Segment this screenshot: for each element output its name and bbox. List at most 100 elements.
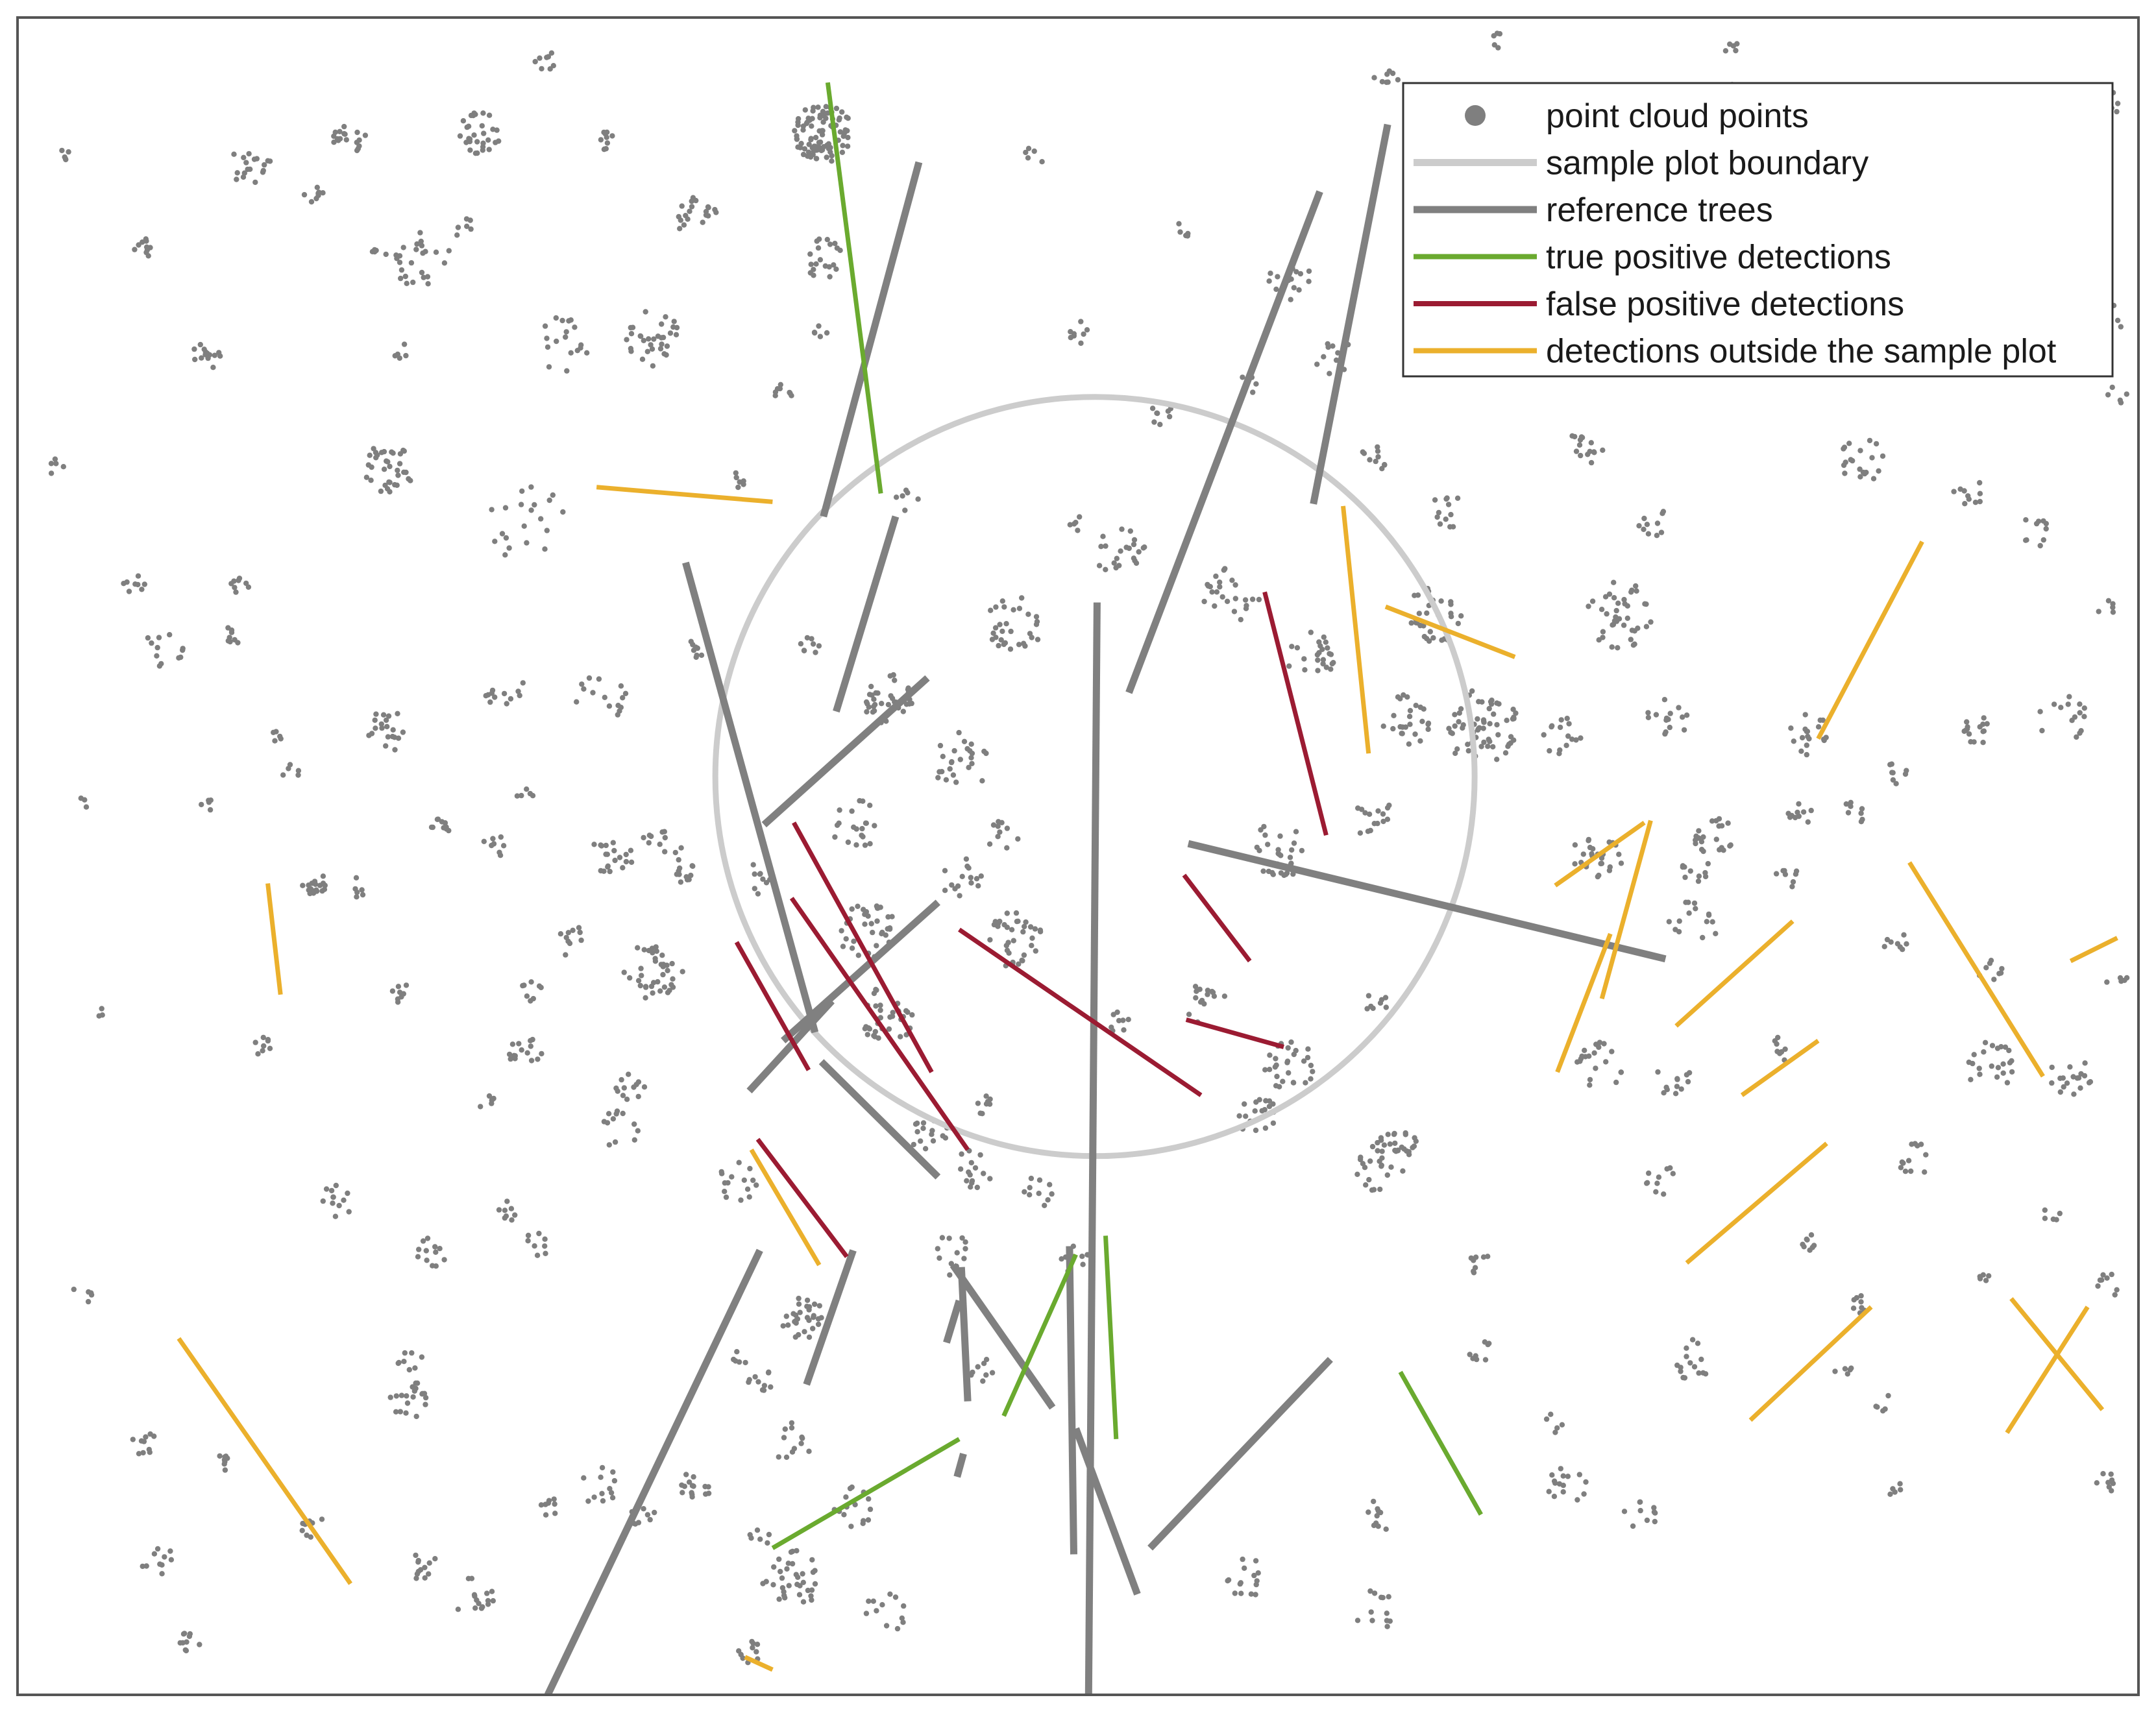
point-cloud-point: [801, 648, 807, 653]
point-cloud-point: [1238, 1580, 1244, 1586]
point-cloud-point: [639, 973, 644, 978]
point-cloud-point: [265, 1037, 271, 1043]
legend-label: true positive detections: [1546, 239, 1891, 276]
point-cloud-point: [1253, 1558, 1259, 1564]
point-cloud-point: [182, 1631, 188, 1636]
point-cloud-point: [1789, 884, 1795, 890]
point-cloud-point: [1240, 1556, 1245, 1562]
point-cloud-point: [959, 1235, 965, 1241]
point-cloud-point: [657, 346, 664, 352]
point-cloud-point: [1615, 645, 1621, 651]
point-cloud-point: [397, 260, 403, 265]
point-cloud-point: [381, 467, 387, 472]
point-cloud-point: [795, 122, 801, 128]
point-cloud-point: [2000, 1070, 2006, 1076]
point-cloud-point: [1606, 591, 1613, 597]
point-cloud-point: [1273, 1062, 1279, 1068]
point-cloud-point: [893, 494, 900, 500]
point-cloud-point: [755, 1379, 761, 1385]
point-cloud-point: [362, 132, 369, 138]
point-cloud-point: [1120, 1017, 1126, 1023]
point-cloud-point: [48, 461, 55, 467]
point-cloud-point: [979, 778, 985, 784]
point-cloud-point: [598, 842, 604, 848]
point-cloud-point: [401, 341, 408, 347]
point-cloud-point: [606, 703, 613, 709]
point-cloud-point: [1859, 816, 1865, 823]
point-cloud-point: [222, 1454, 228, 1460]
point-cloud-point: [545, 344, 551, 350]
point-cloud-point: [502, 505, 509, 511]
point-cloud-point: [1475, 716, 1480, 722]
point-cloud-point: [898, 1034, 903, 1039]
point-cloud-point: [1687, 868, 1693, 874]
point-cloud-point: [135, 581, 141, 588]
point-cloud-point: [1569, 736, 1575, 742]
point-cloud-point: [233, 589, 239, 595]
point-cloud-point: [1121, 1027, 1127, 1033]
point-cloud-point: [786, 1583, 792, 1588]
point-cloud-point: [337, 128, 343, 134]
point-cloud-point: [873, 1003, 879, 1009]
point-cloud-point: [1303, 1080, 1308, 1086]
point-cloud-point: [1371, 1187, 1377, 1193]
point-cloud-point: [968, 741, 974, 747]
point-cloud-point: [637, 982, 643, 989]
point-cloud-point: [975, 1100, 981, 1106]
point-cloud-point: [1384, 816, 1391, 822]
point-cloud-point: [433, 249, 439, 255]
point-cloud-point: [635, 1128, 641, 1134]
point-cloud-point: [669, 960, 675, 967]
point-cloud-point: [393, 252, 399, 258]
point-cloud-point: [2105, 598, 2112, 603]
point-cloud-point: [1621, 622, 1627, 628]
point-cloud-point: [1408, 620, 1414, 626]
point-cloud-point: [1025, 611, 1031, 617]
point-cloud-point: [1266, 868, 1272, 875]
point-cloud-point: [1596, 1044, 1602, 1051]
point-cloud-point: [1323, 664, 1329, 670]
point-cloud-point: [1375, 454, 1381, 460]
point-cloud-point: [1354, 1171, 1360, 1178]
point-cloud-point: [524, 1050, 530, 1056]
reference-tree-line: [953, 1452, 967, 1478]
point-cloud-point: [1375, 1148, 1380, 1154]
point-cloud-point: [492, 694, 498, 700]
point-cloud-point: [1454, 746, 1460, 752]
point-cloud-point: [823, 104, 829, 110]
point-cloud-point: [953, 779, 959, 785]
point-cloud-point: [1580, 851, 1586, 857]
point-cloud-point: [168, 1557, 175, 1562]
point-cloud-point: [809, 1587, 815, 1593]
point-cloud-point: [862, 921, 868, 927]
point-cloud-point: [1845, 810, 1852, 816]
point-cloud-point: [544, 528, 550, 533]
point-cloud-point: [2066, 694, 2072, 699]
point-cloud-point: [1656, 1174, 1662, 1180]
point-cloud-point: [646, 840, 652, 846]
point-cloud-point: [864, 1032, 871, 1038]
point-cloud-point: [1994, 1045, 2001, 1051]
point-cloud-point: [611, 1477, 618, 1484]
point-cloud-point: [1898, 1487, 1904, 1493]
point-cloud-point: [277, 733, 283, 740]
point-cloud-point: [547, 66, 553, 72]
point-cloud-point: [1648, 619, 1654, 625]
point-cloud-point: [1719, 823, 1725, 829]
point-cloud-point: [1470, 1355, 1476, 1361]
point-cloud-point: [178, 654, 184, 661]
point-cloud-point: [877, 905, 883, 910]
point-cloud-point: [627, 975, 633, 981]
point-cloud-point: [143, 1434, 149, 1440]
point-cloud-point: [373, 455, 379, 461]
point-cloud-point: [1004, 845, 1010, 851]
point-cloud-point: [1416, 611, 1422, 616]
point-cloud-point: [750, 1645, 755, 1651]
reference-tree-line: [1125, 190, 1323, 694]
point-cloud-point: [1904, 768, 1909, 773]
point-cloud-point: [1291, 285, 1297, 291]
point-cloud-point: [1008, 628, 1014, 635]
point-cloud-point: [2061, 1084, 2066, 1090]
point-cloud-point: [705, 204, 711, 211]
point-cloud-point: [822, 263, 829, 269]
